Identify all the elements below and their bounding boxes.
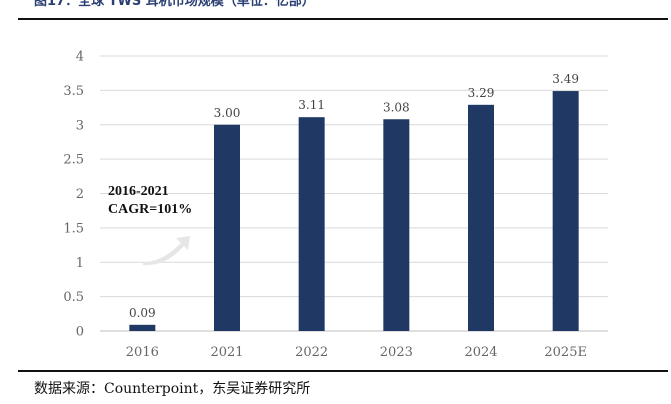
y-tick-label: 1 xyxy=(76,256,84,271)
bottom-rule xyxy=(18,370,668,372)
data-label: 3.29 xyxy=(468,86,495,100)
x-tick-label: 2024 xyxy=(464,345,497,360)
bar xyxy=(129,324,156,331)
y-tick-label: 0.5 xyxy=(63,290,84,305)
bar xyxy=(214,124,240,331)
gridlines xyxy=(100,55,608,332)
y-tick-label: 3 xyxy=(76,118,84,133)
y-tick-label: 1.5 xyxy=(63,221,84,236)
bar xyxy=(298,117,325,331)
y-tick-label: 0 xyxy=(76,325,84,340)
x-axis-labels: 2016 2021 2022 2023 2024 2025E xyxy=(126,345,587,360)
x-tick-label: 2022 xyxy=(295,345,328,360)
data-label: 3.08 xyxy=(383,100,410,114)
bar xyxy=(552,91,579,331)
growth-arrow-icon xyxy=(143,236,190,266)
x-tick-label: 2021 xyxy=(210,345,243,360)
y-axis-labels: 0 0.5 1 1.5 2 2.5 3 3.5 4 xyxy=(63,50,84,340)
top-rule xyxy=(18,18,668,20)
data-label: 3.49 xyxy=(552,72,579,86)
data-label: 3.00 xyxy=(214,106,241,120)
y-tick-label: 4 xyxy=(76,50,84,65)
value-labels: 0.09 3.00 3.11 3.08 3.29 3.49 xyxy=(129,72,579,320)
figure-title: 图17：全球 TWS 耳机市场规模（单位：亿部） xyxy=(34,0,315,9)
x-tick-label: 2023 xyxy=(380,345,413,360)
x-tick-label: 2016 xyxy=(126,345,159,360)
source-note: 数据来源：Counterpoint，东吴证券研究所 xyxy=(34,381,311,397)
x-tick-label: 2025E xyxy=(544,345,587,360)
bars xyxy=(129,91,579,331)
cagr-annotation-period: 2016-2021 xyxy=(108,184,169,199)
data-label: 3.11 xyxy=(298,98,325,112)
y-tick-label: 2.5 xyxy=(63,153,84,168)
y-tick-label: 2 xyxy=(76,187,84,202)
data-label: 0.09 xyxy=(129,306,156,320)
bar xyxy=(383,119,410,331)
cagr-annotation-value: CAGR=101% xyxy=(108,202,192,217)
bar xyxy=(468,104,494,331)
y-tick-label: 3.5 xyxy=(63,84,84,99)
